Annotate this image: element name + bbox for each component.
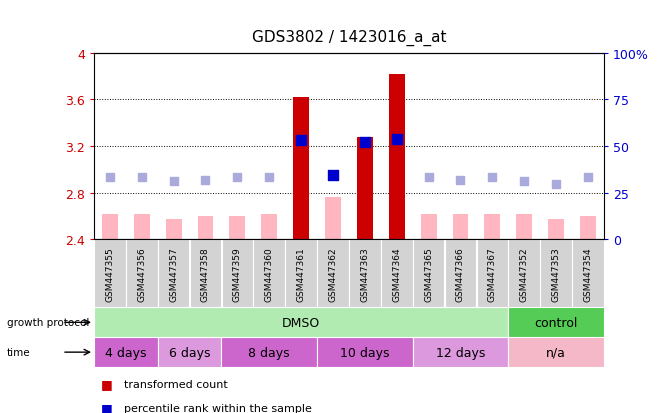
Bar — [317, 240, 349, 308]
Point — [360, 140, 370, 147]
Point — [391, 136, 402, 143]
Point — [582, 175, 593, 181]
Bar — [421, 214, 437, 240]
Point — [264, 175, 274, 181]
Text: GSM447352: GSM447352 — [520, 247, 529, 301]
Bar — [229, 216, 246, 240]
Text: 10 days: 10 days — [340, 346, 390, 359]
Text: GSM447359: GSM447359 — [233, 246, 242, 301]
Text: ■: ■ — [101, 377, 113, 390]
Text: GSM447356: GSM447356 — [138, 246, 146, 301]
Text: GSM447366: GSM447366 — [456, 246, 465, 301]
Bar — [317, 337, 413, 367]
Text: percentile rank within the sample: percentile rank within the sample — [124, 403, 312, 413]
Bar — [158, 337, 221, 367]
Bar — [516, 214, 532, 240]
Bar — [94, 337, 158, 367]
Text: DMSO: DMSO — [282, 316, 320, 329]
Bar — [413, 337, 509, 367]
Text: GSM447363: GSM447363 — [360, 246, 369, 301]
Bar — [197, 216, 213, 240]
Text: growth protocol: growth protocol — [7, 318, 89, 328]
Text: GSM447361: GSM447361 — [297, 246, 305, 301]
Bar — [509, 308, 604, 337]
Point — [551, 182, 562, 188]
Text: GSM447364: GSM447364 — [393, 247, 401, 301]
Text: transformed count: transformed count — [124, 379, 228, 389]
Text: GSM447353: GSM447353 — [552, 246, 560, 301]
Bar — [509, 240, 540, 308]
Text: n/a: n/a — [546, 346, 566, 359]
Text: 12 days: 12 days — [435, 346, 485, 359]
Bar — [293, 98, 309, 240]
Bar — [221, 337, 317, 367]
Bar — [452, 214, 468, 240]
Bar — [254, 240, 285, 308]
Point — [136, 175, 147, 181]
Point — [519, 178, 529, 185]
Point — [232, 175, 243, 181]
Bar — [548, 220, 564, 240]
Bar — [102, 214, 118, 240]
Bar — [221, 240, 253, 308]
Bar — [357, 138, 373, 240]
Bar — [126, 240, 158, 308]
Text: GSM447367: GSM447367 — [488, 246, 497, 301]
Bar — [389, 75, 405, 240]
Bar — [166, 220, 182, 240]
Text: ■: ■ — [101, 401, 113, 413]
Point — [487, 175, 498, 181]
Bar — [349, 240, 380, 308]
Text: GSM447357: GSM447357 — [169, 246, 178, 301]
Point — [200, 177, 211, 184]
Bar — [261, 214, 277, 240]
Text: GSM447360: GSM447360 — [265, 246, 274, 301]
Bar — [572, 240, 604, 308]
Bar — [381, 240, 413, 308]
Text: 8 days: 8 days — [248, 346, 290, 359]
Bar — [445, 240, 476, 308]
Text: 4 days: 4 days — [105, 346, 146, 359]
Bar — [580, 216, 596, 240]
Bar — [134, 214, 150, 240]
Text: GDS3802 / 1423016_a_at: GDS3802 / 1423016_a_at — [252, 29, 446, 45]
Text: GSM447355: GSM447355 — [105, 246, 114, 301]
Bar — [158, 240, 189, 308]
Point — [296, 138, 307, 144]
Bar — [94, 240, 125, 308]
Bar — [94, 308, 509, 337]
Bar — [476, 240, 508, 308]
Bar — [285, 240, 317, 308]
Point — [423, 175, 434, 181]
Bar — [509, 337, 604, 367]
Text: control: control — [534, 316, 578, 329]
Point — [455, 177, 466, 184]
Bar — [484, 214, 501, 240]
Bar — [190, 240, 221, 308]
Bar — [325, 198, 341, 240]
Text: 6 days: 6 days — [169, 346, 210, 359]
Text: GSM447362: GSM447362 — [329, 247, 338, 301]
Bar — [413, 240, 444, 308]
Text: GSM447358: GSM447358 — [201, 246, 210, 301]
Bar — [540, 240, 572, 308]
Text: GSM447354: GSM447354 — [584, 247, 592, 301]
Text: GSM447365: GSM447365 — [424, 246, 433, 301]
Point — [105, 175, 115, 181]
Point — [168, 178, 179, 185]
Text: time: time — [7, 347, 30, 357]
Point — [327, 172, 338, 179]
